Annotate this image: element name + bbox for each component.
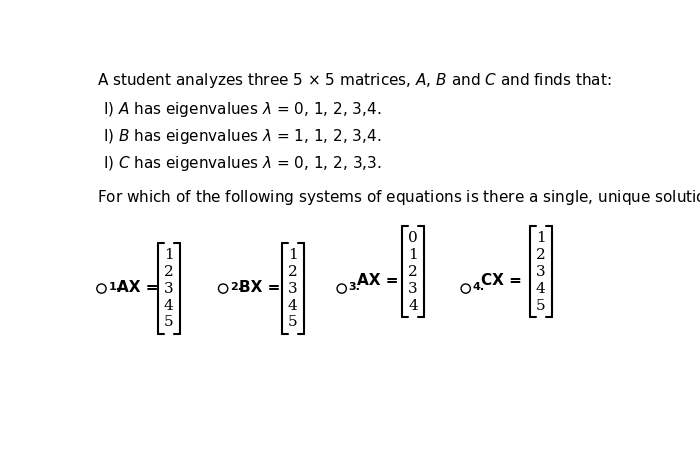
Text: 3.: 3. bbox=[349, 282, 361, 292]
Text: I) $A$ has eigenvalues $\lambda$ = 0, 1, 2, 3,4.: I) $A$ has eigenvalues $\lambda$ = 0, 1,… bbox=[103, 100, 382, 119]
Text: 5: 5 bbox=[164, 316, 174, 329]
Text: 1: 1 bbox=[288, 248, 298, 262]
Text: 5: 5 bbox=[536, 298, 546, 312]
Text: For which of the following systems of equations is there a single, unique soluti: For which of the following systems of eq… bbox=[97, 189, 700, 207]
Text: 3: 3 bbox=[408, 282, 418, 296]
Text: A student analyzes three 5 $\times$ 5 matrices, $A$, $B$ and $C$ and finds that:: A student analyzes three 5 $\times$ 5 ma… bbox=[97, 71, 612, 90]
Text: 1: 1 bbox=[164, 248, 174, 262]
Text: 5: 5 bbox=[288, 316, 298, 329]
Text: 0: 0 bbox=[408, 231, 418, 245]
Text: 4: 4 bbox=[536, 282, 546, 296]
Text: CX =: CX = bbox=[481, 273, 522, 289]
Text: 2: 2 bbox=[408, 265, 418, 279]
Text: I) $B$ has eigenvalues $\lambda$ = 1, 1, 2, 3,4.: I) $B$ has eigenvalues $\lambda$ = 1, 1,… bbox=[103, 127, 382, 146]
Text: 4: 4 bbox=[408, 298, 418, 312]
Text: 2: 2 bbox=[288, 265, 298, 279]
Text: 3: 3 bbox=[288, 282, 298, 296]
Text: 1: 1 bbox=[536, 231, 546, 245]
Text: 2: 2 bbox=[164, 265, 174, 279]
Text: 2: 2 bbox=[536, 248, 546, 262]
Text: 3: 3 bbox=[536, 265, 546, 279]
Text: AX =: AX = bbox=[117, 280, 158, 295]
Text: 1: 1 bbox=[408, 248, 418, 262]
Text: 4: 4 bbox=[288, 298, 298, 312]
Text: AX =: AX = bbox=[357, 273, 399, 289]
Text: 2.: 2. bbox=[230, 282, 242, 292]
Text: 3: 3 bbox=[164, 282, 174, 296]
Text: BX =: BX = bbox=[239, 280, 280, 295]
Text: 4: 4 bbox=[164, 298, 174, 312]
Text: I) $C$ has eigenvalues $\lambda$ = 0, 1, 2, 3,3.: I) $C$ has eigenvalues $\lambda$ = 0, 1,… bbox=[103, 154, 382, 173]
Text: 1.: 1. bbox=[108, 282, 120, 292]
Text: 4.: 4. bbox=[473, 282, 485, 292]
